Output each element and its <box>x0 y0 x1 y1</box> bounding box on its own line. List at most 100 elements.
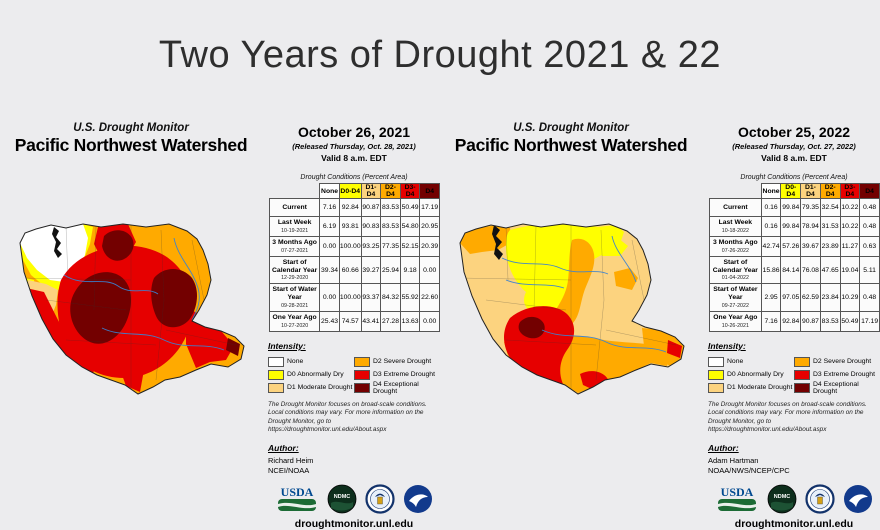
row-date: 09-28-2021 <box>281 303 309 310</box>
column-header-d1-d4: D1-D4 <box>360 183 382 199</box>
column-header-d3-d4: D3-D4 <box>399 183 421 199</box>
table-row: Last Week 10-18-2022 0.16 99.84 78.94 31.53 10… <box>709 216 880 237</box>
table-row: Start of Calendar Year 12-29-2020 39.34 60.… <box>268 255 440 285</box>
legend-item: D2 Severe Drought <box>354 355 440 368</box>
row-label: 3 Months Ago 07-26-2022 <box>709 235 762 257</box>
value-cell: 92.84 <box>338 198 362 217</box>
legend-swatch-d1 <box>268 382 284 393</box>
value-cell: 9.18 <box>399 255 421 285</box>
value-cell: 50.49 <box>839 311 861 333</box>
value-cell: 76.08 <box>800 255 821 285</box>
value-cell: 10.22 <box>839 198 861 217</box>
value-cell: 77.35 <box>380 235 401 257</box>
value-cell: 0.48 <box>859 283 880 313</box>
value-cell: 31.53 <box>819 216 841 237</box>
legend-label: D4 Exceptional Drought <box>813 380 859 395</box>
value-cell: 7.16 <box>319 198 340 217</box>
intensity-heading: Intensity: <box>708 341 746 352</box>
row-label: One Year Ago 10-27-2020 <box>268 311 321 333</box>
legend-swatch-d4 <box>794 382 810 393</box>
monitor-label: U.S. Drought Monitor <box>73 122 189 134</box>
legend: None D0 Abnormally Dry D1 Moderate Drought… <box>268 355 440 395</box>
map-date: October 25, 2022 <box>737 124 851 140</box>
drought-map-2021 <box>19 223 245 395</box>
table-row: Start of Calendar Year 01-04-2022 15.86 84.… <box>709 255 880 285</box>
noaa-logo <box>404 485 432 514</box>
value-cell: 20.39 <box>419 235 440 257</box>
value-cell: 62.59 <box>800 283 821 313</box>
value-cell: 6.19 <box>319 216 340 237</box>
value-cell: 0.16 <box>760 198 782 217</box>
map-column: U.S. Drought Monitor Pacific Northwest W… <box>440 108 702 395</box>
legend-swatch-d4 <box>354 382 370 393</box>
column-header-d2-d4: D2-D4 <box>380 183 401 199</box>
column-header-d4: D4 <box>859 183 880 199</box>
row-label: Start of Water Year 09-28-2021 <box>268 283 321 313</box>
d0-region <box>506 224 624 298</box>
d4-region <box>70 272 132 344</box>
row-label: Start of Water Year 09-27-2022 <box>709 283 762 313</box>
panels-row: U.S. Drought Monitor Pacific Northwest W… <box>0 108 880 530</box>
legend-label: D0 Abnormally Dry <box>727 371 784 379</box>
drought-panel-2022: U.S. Drought Monitor Pacific Northwest W… <box>440 108 880 530</box>
value-cell: 0.00 <box>419 255 440 285</box>
valid-line: Valid 8 a.m. EDT <box>761 153 827 163</box>
page-title: Two Years of Drought 2021 & 22 <box>158 34 722 76</box>
legend-item: D3 Extreme Drought <box>354 368 440 381</box>
value-cell: 11.27 <box>839 235 861 257</box>
noaa-logo <box>844 485 872 514</box>
rivers <box>63 237 225 351</box>
ndmc-logo: NDMC <box>767 484 797 514</box>
d2-region <box>460 225 512 254</box>
legend-label: D1 Moderate Drought <box>287 384 353 392</box>
value-cell: 7.16 <box>760 311 782 333</box>
intensity-heading: Intensity: <box>268 341 306 352</box>
county-boundaries <box>20 224 237 392</box>
value-cell: 83.53 <box>380 216 401 237</box>
legend-label: D0 Abnormally Dry <box>287 371 344 379</box>
watershed-outline <box>459 223 685 395</box>
value-cell: 52.15 <box>399 235 421 257</box>
drought-panel-2021: U.S. Drought Monitor Pacific Northwest W… <box>0 108 440 530</box>
value-cell: 57.26 <box>780 235 802 257</box>
row-date: 10-27-2020 <box>281 323 309 329</box>
row-date: 12-29-2020 <box>281 275 309 282</box>
released-line: (Released Thursday, Oct. 27, 2022) <box>732 142 856 151</box>
value-cell: 0.48 <box>859 198 880 217</box>
value-cell: 90.87 <box>800 311 821 333</box>
conditions-table: None D0-D4 D1-D4 D2-D4 D3-D4 D4 Current 0.16 99.… <box>709 183 880 333</box>
value-cell: 39.27 <box>360 255 382 285</box>
value-cell: 0.00 <box>419 311 440 333</box>
value-cell: 17.19 <box>859 311 880 333</box>
column-header-d2-d4: D2-D4 <box>819 183 841 199</box>
value-cell: 5.11 <box>859 255 880 285</box>
value-cell: 10.22 <box>839 216 861 237</box>
region-title: Pacific Northwest Watershed <box>454 135 688 155</box>
table-row: 3 Months Ago 07-26-2022 42.74 57.26 39.67 23.… <box>709 235 880 257</box>
value-cell: 100.00 <box>338 283 362 313</box>
legend-item: None <box>268 355 354 368</box>
value-cell: 74.57 <box>338 311 362 333</box>
value-cell: 23.84 <box>819 283 841 313</box>
row-date: 10-18-2022 <box>721 227 749 234</box>
column-header-d0-d4: D0-D4 <box>338 183 362 199</box>
value-cell: 50.49 <box>399 198 421 217</box>
table-row: Start of Water Year 09-27-2022 2.95 97.05 62… <box>709 283 880 313</box>
value-cell: 0.63 <box>859 235 880 257</box>
value-cell: 15.86 <box>760 255 782 285</box>
value-cell: 0.00 <box>319 235 340 257</box>
value-cell: 23.89 <box>819 235 841 257</box>
table-corner <box>710 184 762 199</box>
drought-map-2022 <box>459 223 685 395</box>
value-cell: 0.16 <box>760 216 782 237</box>
value-cell: 83.53 <box>380 198 401 217</box>
column-header-none: None <box>319 183 340 199</box>
d4-region <box>518 316 545 339</box>
logos-row: USDA NDMC <box>268 484 440 514</box>
value-cell: 2.95 <box>760 283 782 313</box>
value-cell: 43.41 <box>360 311 382 333</box>
value-cell: 90.87 <box>360 198 382 217</box>
footer-url: droughtmonitor.unl.edu <box>734 518 854 530</box>
legend-label: D1 Moderate Drought <box>727 384 793 392</box>
author-org: NOAA/NWS/NCEP/CPC <box>708 466 790 476</box>
